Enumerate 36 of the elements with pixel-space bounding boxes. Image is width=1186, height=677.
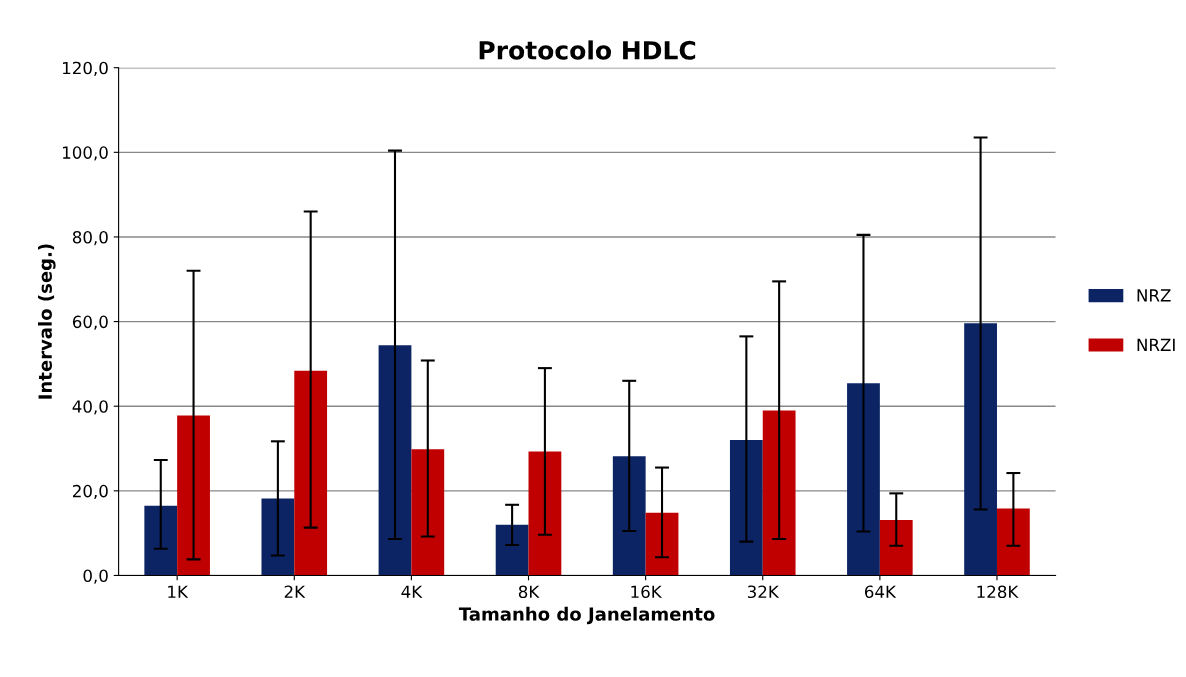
x-tick-label: 4K bbox=[401, 585, 423, 598]
y-tick-label: 100,0 bbox=[62, 146, 108, 161]
bar bbox=[612, 456, 646, 576]
x-tick-label: 64K bbox=[864, 585, 897, 599]
x-tick-label: 1K bbox=[168, 585, 189, 598]
y-tick-label: 20,0 bbox=[72, 484, 108, 500]
bar bbox=[261, 498, 295, 576]
y-tick-label: 120,0 bbox=[62, 61, 108, 76]
chart-title: Protocolo HDLC bbox=[479, 40, 696, 60]
bar bbox=[144, 505, 178, 576]
y-axis-title: Intervalo (seg.) bbox=[37, 244, 56, 399]
x-axis-title: Tamanho do Janelamento bbox=[458, 606, 715, 625]
legend-label: NRZ bbox=[1137, 289, 1171, 302]
bar bbox=[729, 440, 763, 576]
legend-label: NRZI bbox=[1137, 338, 1175, 351]
bar bbox=[996, 508, 1030, 576]
x-tick-label: 32K bbox=[747, 585, 780, 599]
bar bbox=[495, 524, 529, 576]
bar bbox=[177, 415, 210, 576]
bar bbox=[528, 451, 562, 576]
y-tick-label: 60,0 bbox=[72, 315, 108, 330]
bar bbox=[378, 345, 412, 576]
bar bbox=[847, 383, 880, 576]
y-tick-label: 80,0 bbox=[72, 230, 108, 246]
y-tick-label: 0,0 bbox=[83, 569, 108, 584]
bar bbox=[879, 520, 913, 576]
bar bbox=[294, 370, 328, 576]
x-tick-label: 8K bbox=[518, 585, 540, 599]
bar bbox=[964, 323, 997, 576]
x-tick-label: 16K bbox=[631, 585, 663, 599]
x-tick-label: 2K bbox=[284, 585, 306, 598]
x-tick-label: 128K bbox=[977, 585, 1019, 599]
y-tick-label: 40,0 bbox=[72, 400, 108, 415]
bar bbox=[762, 410, 796, 576]
bar bbox=[411, 449, 445, 576]
bar bbox=[645, 512, 679, 576]
